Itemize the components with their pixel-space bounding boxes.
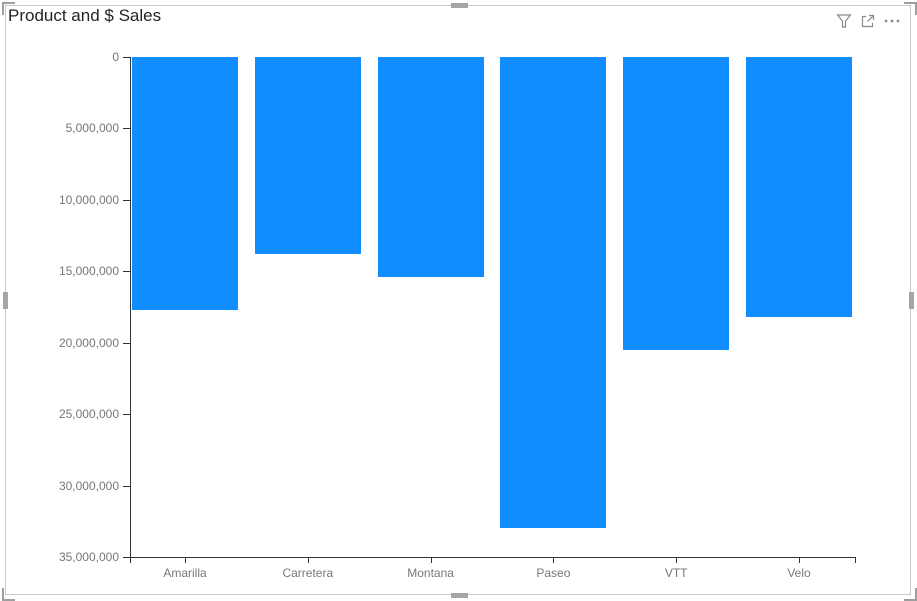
resize-handle-bottom-left[interactable] (2, 588, 15, 601)
x-axis-label: Amarilla (163, 566, 207, 580)
x-axis-label: Carretera (282, 566, 334, 580)
x-axis-label: Paseo (536, 566, 571, 580)
bar-velo[interactable] (746, 57, 852, 317)
y-axis-label: 10,000,000 (58, 192, 119, 207)
y-axis-tick (123, 557, 130, 558)
y-axis-label: 30,000,000 (58, 478, 119, 493)
resize-handle-top-left[interactable] (2, 2, 15, 15)
bar-paseo[interactable] (500, 57, 607, 529)
y-axis-tick (123, 342, 130, 344)
y-axis-label: 5,000,000 (65, 121, 119, 136)
bar-montana[interactable] (377, 57, 484, 277)
visual-header (834, 11, 901, 30)
y-axis-label: 0 (112, 50, 119, 64)
bar-amarilla[interactable] (132, 57, 238, 310)
y-axis-label: 20,000,000 (58, 335, 119, 350)
x-axis-tick (307, 557, 309, 563)
x-axis-tick (553, 557, 555, 563)
resize-handle-bottom-right[interactable] (904, 588, 917, 601)
x-axis-label: VTT (664, 566, 688, 580)
y-axis-tick (123, 271, 130, 273)
x-axis-label: Velo (787, 566, 811, 580)
x-axis-tick (676, 557, 678, 563)
bar-vtt[interactable] (623, 57, 730, 350)
visual-title: Product and $ Sales (8, 6, 162, 25)
x-axis-tick (430, 557, 432, 563)
x-axis-end-tick (130, 557, 131, 563)
resize-handle-left[interactable] (3, 292, 8, 309)
resize-handle-top-right[interactable] (904, 2, 917, 15)
focus-mode-icon[interactable] (858, 11, 877, 30)
x-axis-end-tick (855, 557, 856, 563)
bar-carretera[interactable] (254, 57, 361, 255)
y-axis-tick (123, 128, 130, 130)
y-axis-tick (123, 199, 130, 201)
x-axis-line (130, 557, 855, 558)
filter-icon[interactable] (834, 11, 853, 30)
y-axis-label: 15,000,000 (58, 264, 119, 279)
y-axis-line (130, 57, 131, 557)
y-axis-label: 25,000,000 (58, 407, 119, 422)
more-options-icon[interactable] (882, 11, 901, 30)
resize-handle-top[interactable] (451, 3, 468, 8)
y-axis-tick (123, 414, 130, 416)
y-axis-tick (123, 485, 130, 487)
resize-handle-bottom[interactable] (451, 593, 468, 598)
resize-handle-right[interactable] (909, 292, 914, 309)
x-axis-tick (799, 557, 800, 563)
x-axis-label: Montana (407, 566, 454, 580)
y-axis-label: 35,000,000 (58, 550, 119, 564)
y-axis-tick (123, 57, 130, 58)
x-axis-tick (185, 557, 186, 563)
